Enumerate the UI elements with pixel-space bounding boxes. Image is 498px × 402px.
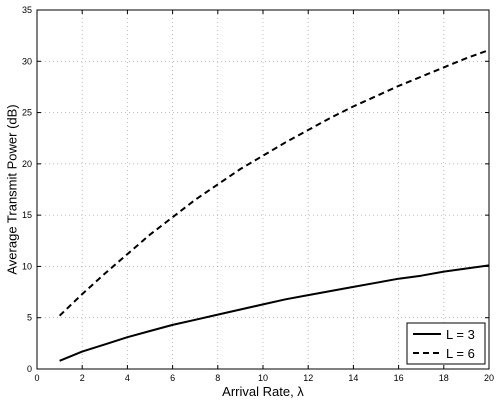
x-axis-title: Arrival Rate, λ [222,384,304,399]
y-tick-label: 30 [22,56,32,66]
x-tick-label: 10 [258,373,268,383]
legend: L = 3 L = 6 [406,322,486,365]
series-line-l6 [58,49,490,317]
x-tick-label: 16 [394,373,404,383]
x-tick-label: 0 [34,373,39,383]
x-tick-label: 14 [348,373,358,383]
legend-label-l6: L = 6 [446,346,475,361]
y-axis-title: Average Transmit Power (dB) [4,104,19,274]
y-tick-label: 25 [22,108,32,118]
data-series [58,49,490,362]
axis-ticks [36,9,490,370]
y-tick-label: 15 [22,210,32,220]
grid-lines [37,10,489,369]
legend-box [406,322,486,365]
y-tick-label: 35 [22,5,32,15]
x-tick-label: 6 [170,373,175,383]
axis-tick-labels: 0 2 4 6 8 10 12 14 16 18 20 0 5 10 15 20 25 30 35 [22,5,494,383]
legend-label-l3: L = 3 [446,327,475,342]
x-tick-label: 12 [303,373,313,383]
x-tick-label: 18 [439,373,449,383]
x-tick-label: 20 [484,373,494,383]
y-tick-label: 10 [22,261,32,271]
y-tick-label: 20 [22,159,32,169]
x-tick-label: 8 [215,373,220,383]
x-tick-label: 4 [125,373,130,383]
y-tick-label: 5 [27,313,32,323]
series-line-l3 [59,264,490,362]
x-tick-label: 2 [80,373,85,383]
y-tick-label: 0 [27,364,32,374]
